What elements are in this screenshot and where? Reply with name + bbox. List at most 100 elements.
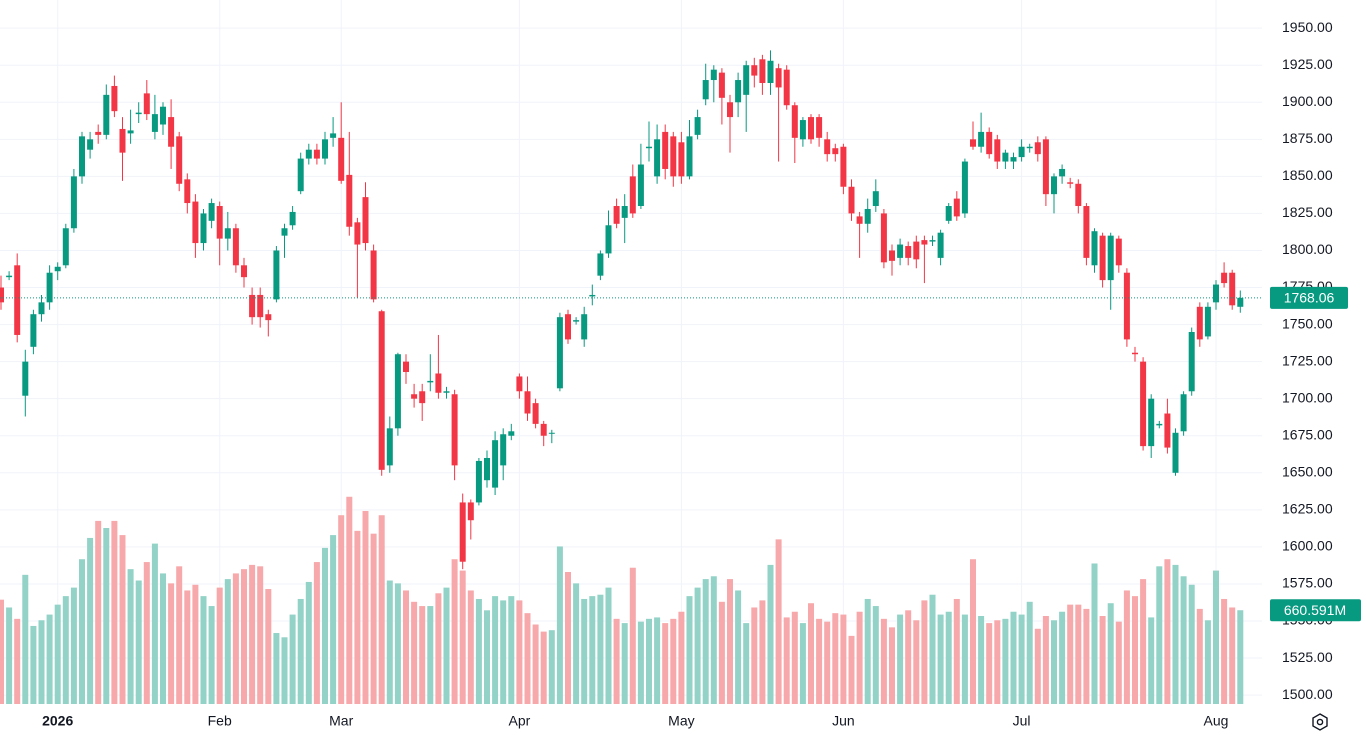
volume-bar: [95, 520, 102, 704]
candle-body: [1213, 284, 1219, 303]
volume-bar: [273, 633, 280, 704]
candle-body: [1107, 235, 1114, 281]
candle-body: [872, 191, 879, 207]
volume-bar: [192, 584, 199, 704]
y-tick-label: 1750.00: [1282, 315, 1333, 331]
volume-bar: [678, 611, 685, 704]
candle-body: [718, 72, 725, 98]
volume-bar: [808, 603, 814, 704]
settings-dot[interactable]: [1316, 718, 1324, 726]
volume-bar: [281, 637, 288, 704]
volume-bar: [1107, 603, 1114, 704]
volume-bar: [378, 515, 385, 704]
volume-bar: [1018, 614, 1025, 704]
volume-bar: [897, 614, 904, 704]
volume-bar: [597, 594, 604, 704]
volume-bar: [791, 611, 798, 704]
candle-body: [1204, 306, 1211, 337]
candle-body: [143, 93, 150, 115]
last-volume-tag: [1270, 599, 1361, 622]
candle-body: [759, 59, 766, 83]
candle-body: [330, 133, 337, 138]
candle-body: [856, 216, 863, 224]
volume-bar: [905, 610, 912, 704]
candle-body: [1148, 398, 1155, 447]
candle-body: [1083, 206, 1090, 258]
candle-body: [484, 457, 490, 481]
y-tick-label: 1900.00: [1282, 93, 1333, 109]
candle-body: [978, 131, 985, 147]
volume-bar: [743, 623, 750, 704]
candle-body: [232, 228, 239, 266]
candle-body: [710, 69, 717, 81]
volume-bar: [1034, 628, 1041, 704]
y-tick-label: 1625.00: [1282, 501, 1333, 517]
volume-bar: [135, 580, 142, 704]
x-tick-label: Mar: [329, 713, 353, 729]
candle-body: [168, 117, 175, 147]
candle-body: [95, 131, 102, 135]
volume-bar: [605, 587, 612, 704]
candle-body: [216, 206, 223, 239]
price-pane: [0, 50, 1262, 570]
volume-bar: [475, 598, 482, 704]
volume-bar: [1002, 618, 1009, 704]
volume-bar: [589, 596, 596, 704]
candle-body: [629, 176, 636, 214]
candle-body: [419, 391, 426, 404]
candle-body: [808, 117, 814, 140]
volume-bar: [710, 576, 717, 704]
volume-bar: [1010, 611, 1017, 704]
volume-bar: [1196, 608, 1203, 704]
volume-bar: [168, 583, 175, 704]
volume-bar: [556, 546, 563, 704]
volume-bar: [443, 587, 450, 704]
y-tick-label: 1675.00: [1282, 426, 1333, 442]
volume-bar: [338, 515, 345, 704]
volume-bar: [775, 539, 782, 704]
volume-bar: [1099, 616, 1106, 704]
x-tick-label: May: [668, 713, 694, 729]
candle-body: [1172, 432, 1179, 473]
volume-bar: [484, 610, 490, 704]
volume-bar: [1180, 576, 1187, 704]
candle-body: [581, 314, 588, 340]
candle-body: [281, 228, 288, 236]
candle-body: [1123, 272, 1130, 340]
volume-bar: [151, 543, 158, 704]
candle-body: [921, 240, 928, 245]
volume-bar: [1083, 608, 1090, 704]
candle-body: [929, 240, 936, 242]
candle-body: [1196, 306, 1203, 340]
volume-bar: [70, 587, 77, 704]
last-price-tag: [1270, 286, 1348, 309]
candle-body: [354, 222, 361, 245]
candle-body: [362, 197, 369, 244]
volume-bar: [346, 496, 353, 704]
candle-body: [532, 403, 539, 424]
settings-hexagon[interactable]: [1312, 713, 1328, 731]
candle-body: [1018, 146, 1025, 158]
candle-body: [953, 198, 960, 217]
candle-body: [265, 314, 272, 321]
x-tick-label: Apr: [509, 713, 531, 729]
volume-bar: [184, 590, 191, 704]
candle-body: [435, 373, 442, 393]
candle-body: [192, 201, 199, 244]
volume-bar: [87, 537, 94, 704]
settings-icon[interactable]: [1312, 713, 1328, 731]
candle-body: [735, 80, 742, 103]
candle-body: [816, 117, 823, 138]
volume-bar: [1115, 621, 1122, 704]
y-tick-label: 1650.00: [1282, 463, 1333, 479]
x-tick-label: Jul: [1013, 713, 1031, 729]
volume-bar: [111, 520, 118, 704]
volume-bar: [735, 590, 742, 704]
volume-bar: [62, 596, 69, 704]
volume-bar: [54, 604, 61, 704]
candle-body: [427, 380, 434, 383]
volume-bar: [500, 600, 507, 704]
volume-bar: [1221, 598, 1228, 704]
volume-bar: [913, 620, 920, 704]
